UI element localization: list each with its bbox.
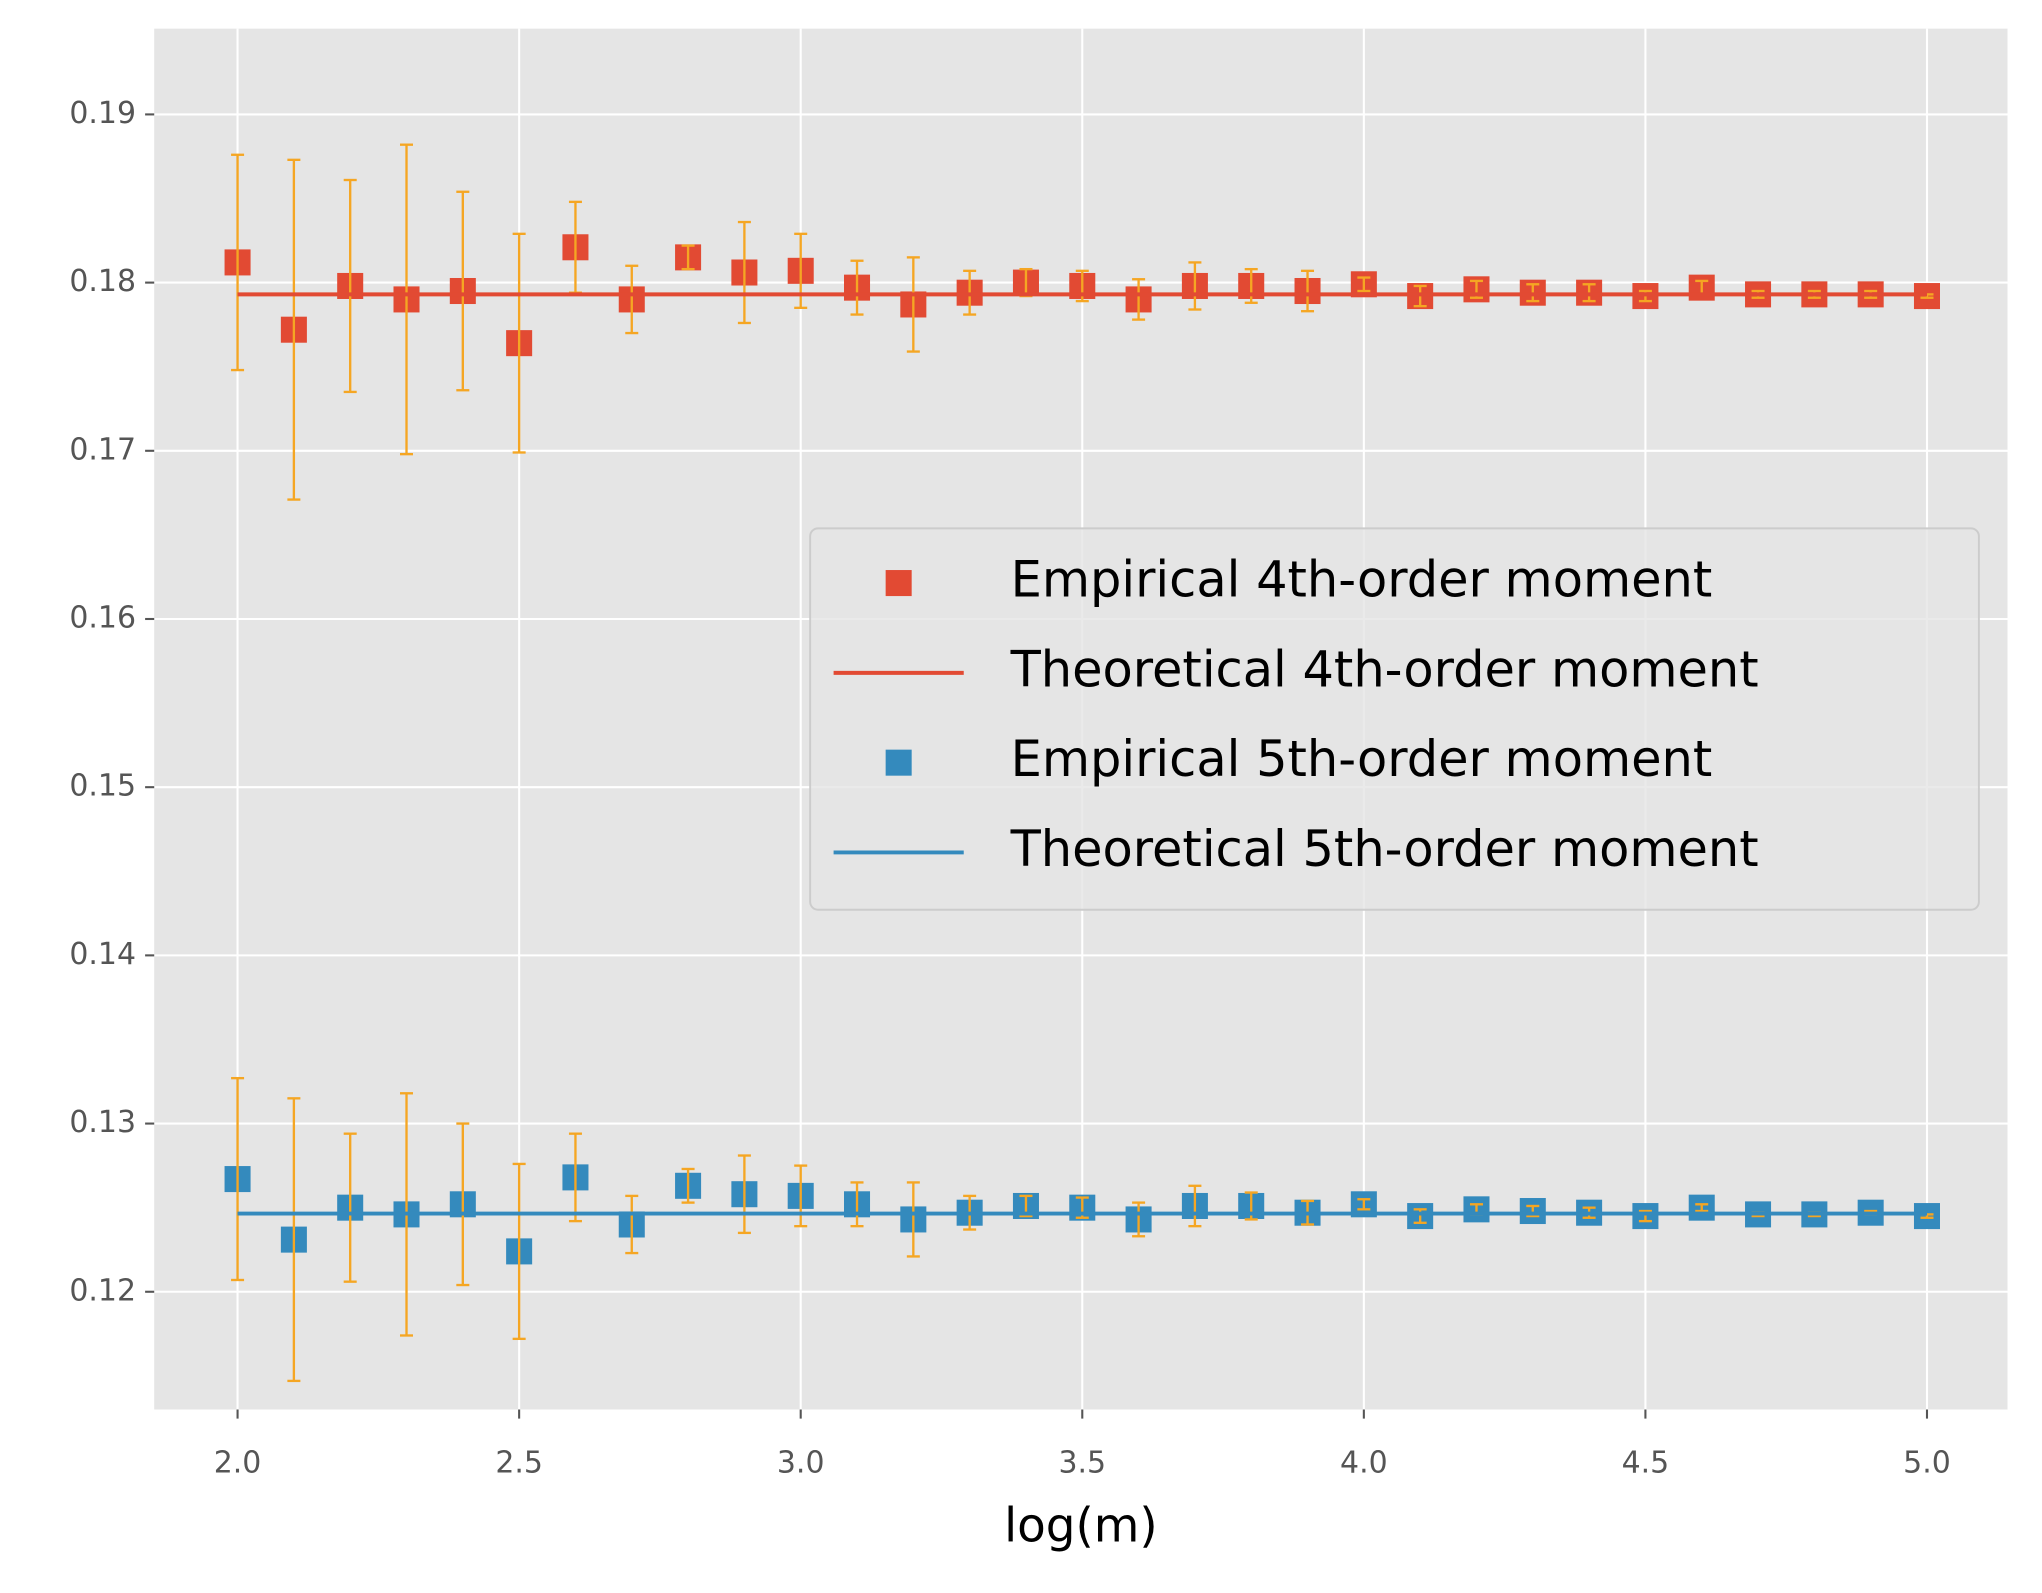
x-tick-label: 2.0: [214, 1446, 262, 1481]
legend-box: [809, 527, 1980, 911]
x-tick-label: 4.5: [1622, 1446, 1670, 1481]
y-tick-label: 0.12: [69, 1273, 136, 1308]
y-tick-label: 0.19: [69, 96, 136, 131]
legend-marker: [885, 749, 912, 776]
legend-label: Empirical 4th-order moment: [1011, 551, 1713, 609]
y-tick-label: 0.15: [69, 769, 136, 804]
x-tick-label: 2.5: [495, 1446, 543, 1481]
x-tick-label: 5.0: [1903, 1446, 1951, 1481]
x-tick-label: 3.5: [1058, 1446, 1106, 1481]
x-tick-label: 4.0: [1340, 1446, 1388, 1481]
legend-label: Theoretical 4th-order moment: [1010, 640, 1759, 698]
legend-marker: [885, 570, 912, 597]
y-tick-label: 0.14: [69, 937, 136, 972]
x-axis-label: log(m): [1004, 1500, 1158, 1554]
y-tick-label: 0.13: [69, 1105, 136, 1140]
x-tick-label: 3.0: [777, 1446, 825, 1481]
legend-label: Theoretical 5th-order moment: [1010, 820, 1759, 878]
y-tick-label: 0.17: [69, 432, 136, 467]
y-tick-label: 0.16: [69, 600, 136, 635]
y-tick-label: 0.18: [69, 264, 136, 299]
legend-label: Empirical 5th-order moment: [1011, 730, 1713, 788]
